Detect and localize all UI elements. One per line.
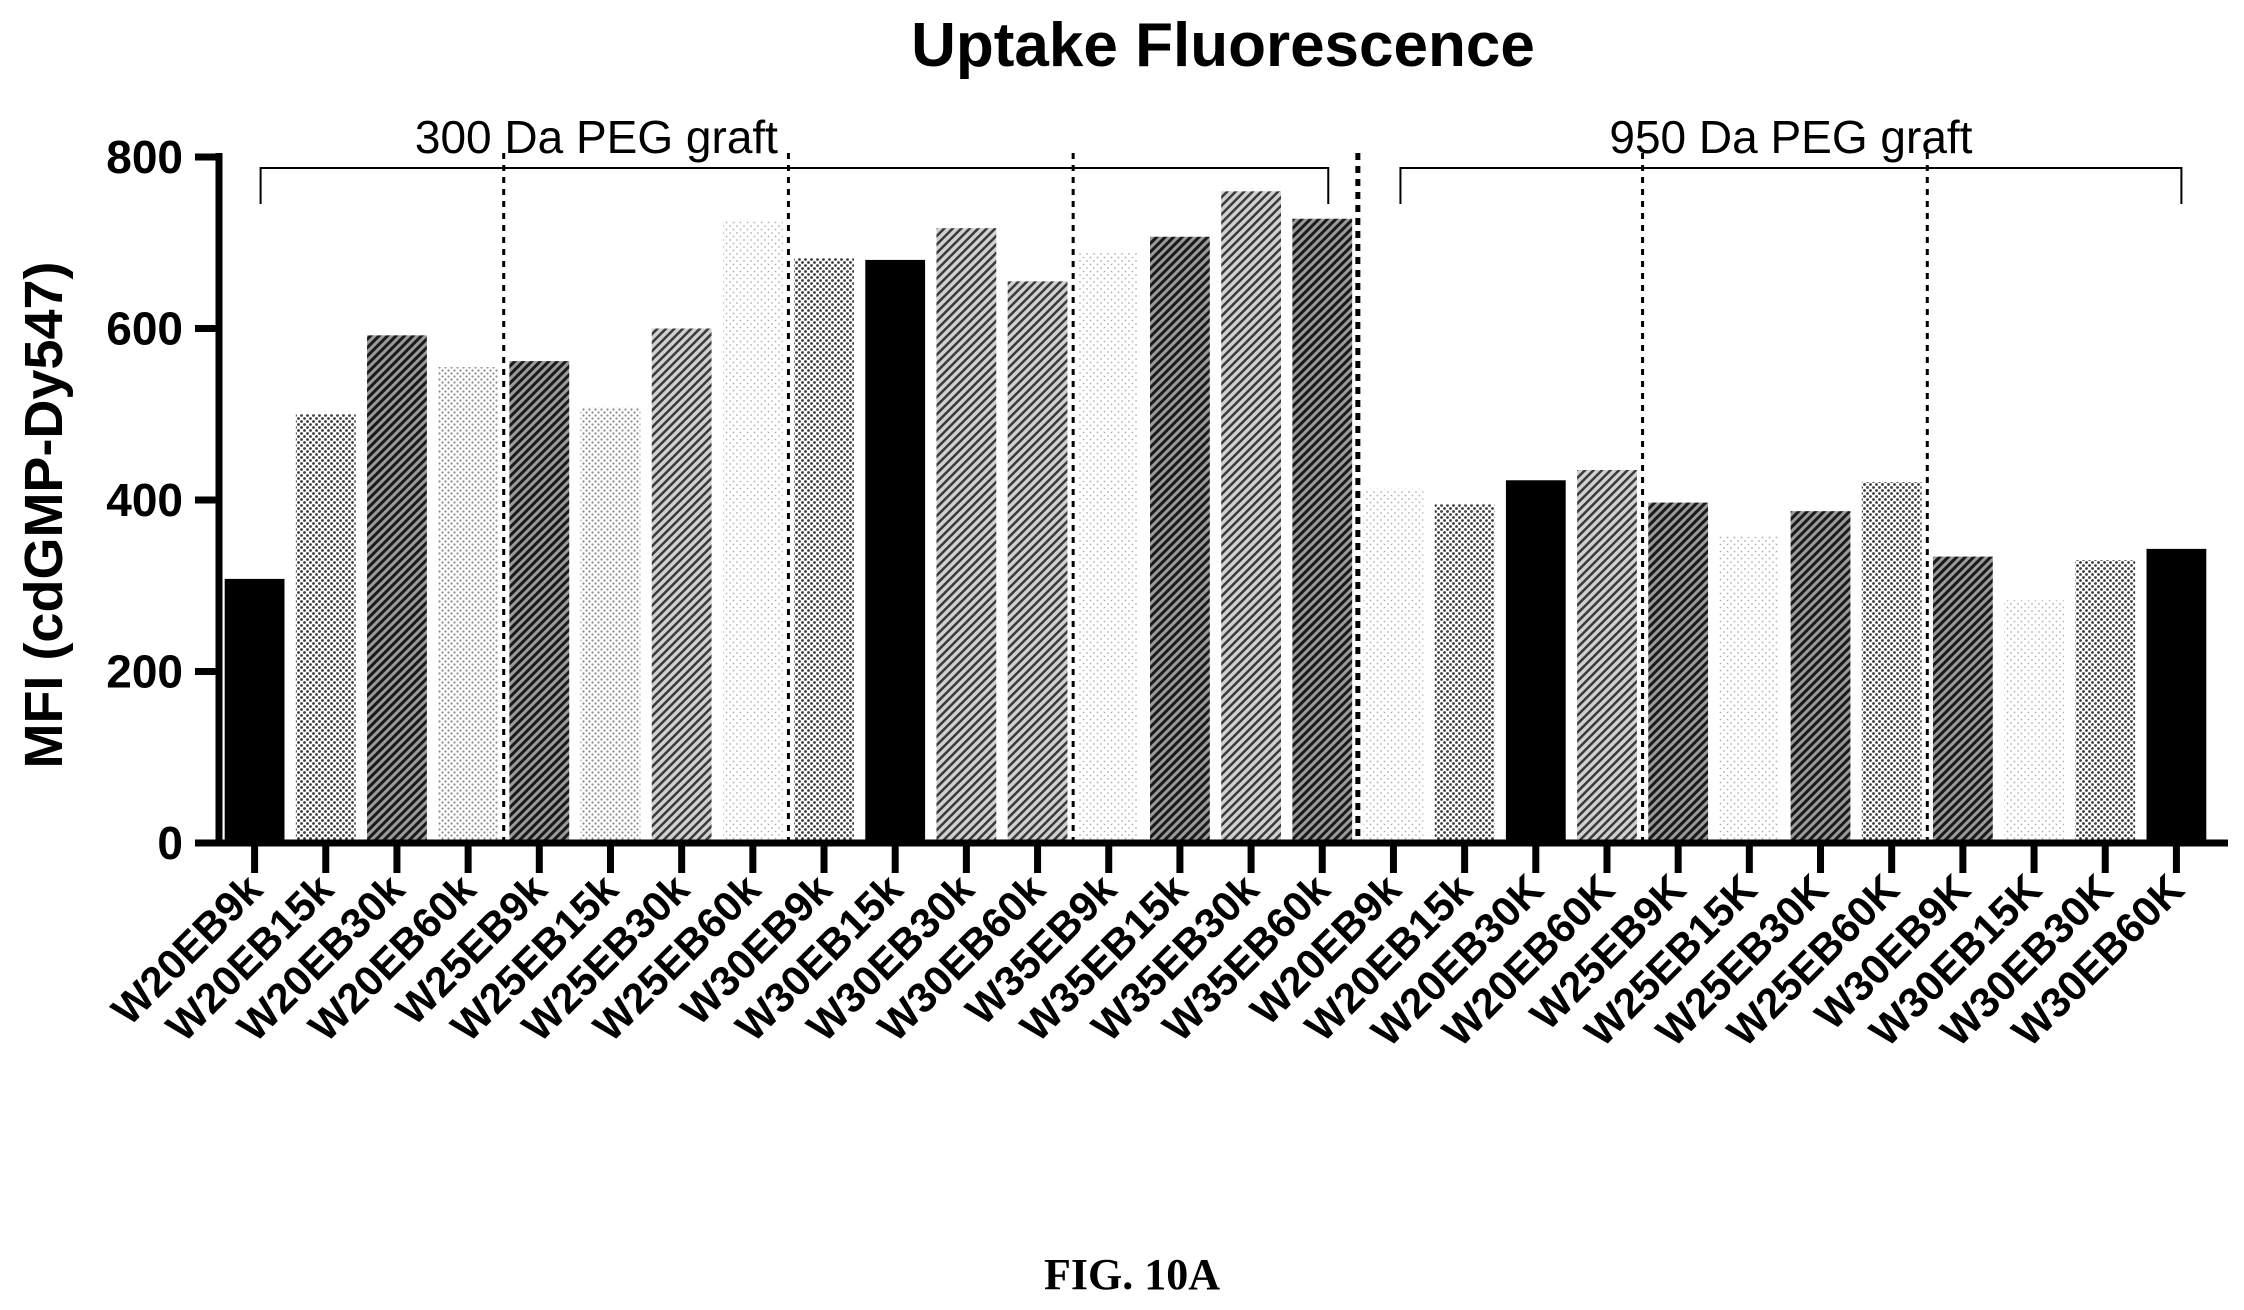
dividers: [502, 153, 1929, 843]
y-tick-label: 0: [157, 817, 183, 869]
bars: [224, 191, 2207, 844]
bar-w35eb15k: [1150, 236, 1210, 843]
bar-w30eb30k: [2075, 560, 2136, 843]
group-brackets: 300 Da PEG graft 950 Da PEG graft: [259, 111, 2183, 204]
bar-w30eb60k: [1007, 281, 1068, 843]
bar-w20eb30k: [367, 335, 427, 843]
group-label: 300 Da PEG graft: [415, 111, 778, 163]
y-axis-label: MFI (cdGMP-Dy547): [14, 261, 74, 768]
bar-w20eb15k: [1434, 504, 1495, 843]
bar-w35eb60k: [1292, 218, 1353, 844]
group-bracket: [259, 167, 1330, 204]
bar-w20eb15k: [295, 414, 356, 843]
bar-w25eb30k: [651, 328, 712, 843]
bar-w35eb9k: [1078, 253, 1139, 844]
bar-w30eb60k: [2146, 548, 2207, 843]
bar-w30eb9k: [1932, 556, 1993, 843]
bar-w25eb60k: [1861, 481, 1922, 843]
bar-w20eb60k: [438, 367, 499, 843]
bar-w25eb15k: [580, 407, 641, 843]
bar-w20eb9k: [224, 578, 285, 843]
bar-w25eb9k: [1648, 502, 1709, 843]
bar-w25eb60k: [722, 221, 783, 843]
bar-w25eb9k: [509, 361, 570, 843]
group-bracket: [1399, 167, 2183, 204]
bar-w25eb30k: [1790, 511, 1851, 843]
bar-w20eb9k: [1363, 488, 1424, 843]
y-tick-label: 400: [106, 474, 183, 526]
bar-w30eb9k: [794, 258, 854, 843]
bar-w20eb60k: [1577, 469, 1637, 843]
figure-caption: FIG. 10A: [1044, 1250, 1220, 1299]
x-ticks: W20EB9kW20EB15kW20EB30kW20EB60kW25EB9kW2…: [102, 843, 2193, 1055]
bar-w20eb30k: [1505, 480, 1566, 843]
y-ticks: 0 200 400 600 800: [106, 131, 219, 869]
bar-w25eb15k: [1719, 536, 1780, 843]
bar-w35eb30k: [1221, 191, 1281, 844]
bar-w30eb30k: [936, 228, 997, 844]
y-tick-label: 200: [106, 646, 183, 698]
bar-w30eb15k: [2004, 600, 2064, 843]
y-tick-label: 600: [106, 303, 183, 355]
y-tick-label: 800: [106, 131, 183, 183]
chart-title: Uptake Fluorescence: [911, 11, 1535, 80]
group-label: 950 Da PEG graft: [1609, 111, 1972, 163]
bar-w30eb15k: [865, 259, 926, 843]
